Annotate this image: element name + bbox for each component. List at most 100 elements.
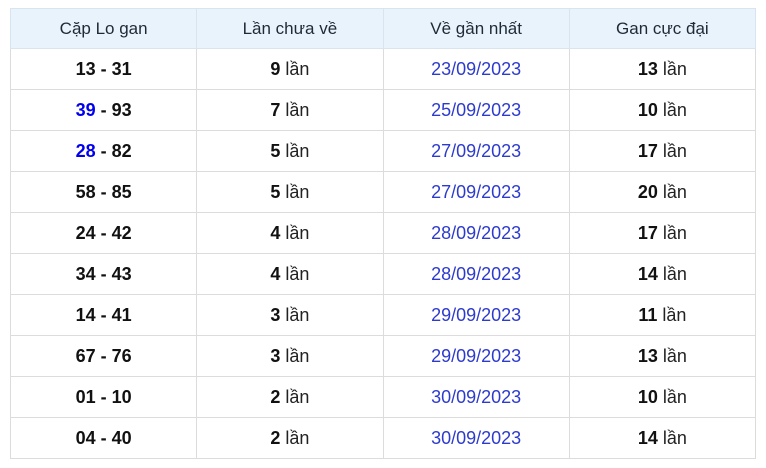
max-gan-value: 20 xyxy=(637,181,658,202)
pair-separator: - xyxy=(100,345,107,366)
pair-cell: 24-42 xyxy=(9,212,198,254)
pair-second-number: 41 xyxy=(111,304,132,325)
max-gan-unit: lần xyxy=(662,222,687,243)
pair-second-number: 43 xyxy=(111,263,132,284)
pair-separator: - xyxy=(100,222,107,243)
last-date-link[interactable]: 28/09/2023 xyxy=(431,222,522,243)
max-gan-value: 10 xyxy=(637,386,658,407)
pair-second-number: 76 xyxy=(111,345,132,366)
pair-first-number-link[interactable]: 39 xyxy=(75,99,96,120)
missed-count-cell: 3 lần xyxy=(196,335,384,377)
last-date-cell: 30/09/2023 xyxy=(382,417,570,459)
missed-count-value: 2 xyxy=(270,386,281,407)
header-pair-column: Cặp Lo gan xyxy=(9,8,198,49)
last-date-link[interactable]: 30/09/2023 xyxy=(431,386,522,407)
last-date-link[interactable]: 30/09/2023 xyxy=(431,427,522,448)
missed-count-unit: lần xyxy=(285,304,310,325)
missed-count-value: 9 xyxy=(270,58,281,79)
missed-count-unit: lần xyxy=(285,222,310,243)
pair-separator: - xyxy=(100,181,107,202)
missed-count-unit: lần xyxy=(285,99,310,120)
table-row: 13-31 9 lần 23/09/2023 13 lần xyxy=(9,48,757,90)
pair-separator: - xyxy=(100,263,107,284)
missed-count-cell: 5 lần xyxy=(196,171,384,213)
missed-count-value: 3 xyxy=(270,304,281,325)
table-row: 14-41 3 lần 29/09/2023 11 lần xyxy=(9,294,757,336)
last-date-link[interactable]: 25/09/2023 xyxy=(431,99,522,120)
missed-count-cell: 9 lần xyxy=(196,48,384,90)
table-row: 39-93 7 lần 25/09/2023 10 lần xyxy=(9,89,757,131)
missed-count-unit: lần xyxy=(285,263,310,284)
last-date-cell: 28/09/2023 xyxy=(382,212,570,254)
max-gan-value: 10 xyxy=(637,99,658,120)
table-row: 34-43 4 lần 28/09/2023 14 lần xyxy=(9,253,757,295)
missed-count-value: 5 xyxy=(270,140,281,161)
missed-count-unit: lần xyxy=(285,140,310,161)
max-gan-unit: lần xyxy=(662,140,687,161)
max-gan-unit: lần xyxy=(662,345,687,366)
max-gan-cell: 10 lần xyxy=(568,376,757,418)
last-date-link[interactable]: 27/09/2023 xyxy=(431,181,522,202)
pair-cell: 67-76 xyxy=(9,335,198,377)
last-date-link[interactable]: 23/09/2023 xyxy=(431,58,522,79)
max-gan-value: 14 xyxy=(637,427,658,448)
pair-second-number: 42 xyxy=(111,222,132,243)
last-date-cell: 25/09/2023 xyxy=(382,89,570,131)
last-date-cell: 29/09/2023 xyxy=(382,335,570,377)
table-row: 04-40 2 lần 30/09/2023 14 lần xyxy=(9,417,757,459)
pair-first-number: 14 xyxy=(75,304,96,325)
pair-first-number: 24 xyxy=(75,222,96,243)
max-gan-unit: lần xyxy=(662,58,687,79)
max-gan-value: 13 xyxy=(637,345,658,366)
pair-cell: 39-93 xyxy=(9,89,198,131)
pair-first-number-link[interactable]: 28 xyxy=(75,140,96,161)
last-date-cell: 28/09/2023 xyxy=(382,253,570,295)
pair-first-number: 34 xyxy=(75,263,96,284)
max-gan-unit: lần xyxy=(662,99,687,120)
header-last-date-column: Về gần nhất xyxy=(382,8,570,49)
pair-separator: - xyxy=(100,58,107,79)
lo-gan-table: Cặp Lo gan Lần chưa về Về gần nhất Gan c… xyxy=(9,8,757,459)
pair-separator: - xyxy=(100,140,107,161)
last-date-link[interactable]: 29/09/2023 xyxy=(431,345,522,366)
last-date-link[interactable]: 28/09/2023 xyxy=(431,263,522,284)
max-gan-value: 17 xyxy=(637,140,658,161)
missed-count-unit: lần xyxy=(285,345,310,366)
pair-cell: 04-40 xyxy=(9,417,198,459)
max-gan-value: 17 xyxy=(637,222,658,243)
last-date-link[interactable]: 29/09/2023 xyxy=(431,304,522,325)
last-date-link[interactable]: 27/09/2023 xyxy=(431,140,522,161)
pair-second-number: 85 xyxy=(111,181,132,202)
missed-count-value: 4 xyxy=(270,222,281,243)
missed-count-unit: lần xyxy=(285,427,310,448)
pair-first-number: 13 xyxy=(75,58,96,79)
missed-count-unit: lần xyxy=(285,181,310,202)
pair-first-number: 67 xyxy=(75,345,96,366)
pair-first-number: 01 xyxy=(75,386,96,407)
pair-cell: 01-10 xyxy=(9,376,198,418)
pair-cell: 34-43 xyxy=(9,253,198,295)
max-gan-value: 14 xyxy=(637,263,658,284)
max-gan-unit: lần xyxy=(662,181,687,202)
max-gan-cell: 17 lần xyxy=(568,130,757,172)
missed-count-cell: 2 lần xyxy=(196,417,384,459)
pair-cell: 14-41 xyxy=(9,294,198,336)
lo-gan-stats-panel: Cặp Lo gan Lần chưa về Về gần nhất Gan c… xyxy=(9,8,757,459)
missed-count-value: 4 xyxy=(270,263,281,284)
missed-count-cell: 7 lần xyxy=(196,89,384,131)
pair-first-number: 58 xyxy=(75,181,96,202)
header-row: Cặp Lo gan Lần chưa về Về gần nhất Gan c… xyxy=(9,8,757,49)
pair-cell: 13-31 xyxy=(9,48,198,90)
max-gan-value: 13 xyxy=(637,58,658,79)
last-date-cell: 27/09/2023 xyxy=(382,130,570,172)
pair-separator: - xyxy=(100,386,107,407)
pair-separator: - xyxy=(100,99,107,120)
missed-count-unit: lần xyxy=(285,58,310,79)
max-gan-cell: 11 lần xyxy=(568,294,757,336)
missed-count-value: 7 xyxy=(270,99,281,120)
max-gan-cell: 17 lần xyxy=(568,212,757,254)
pair-first-number: 04 xyxy=(75,427,96,448)
missed-count-value: 3 xyxy=(270,345,281,366)
pair-second-number: 93 xyxy=(111,99,132,120)
table-row: 67-76 3 lần 29/09/2023 13 lần xyxy=(9,335,757,377)
